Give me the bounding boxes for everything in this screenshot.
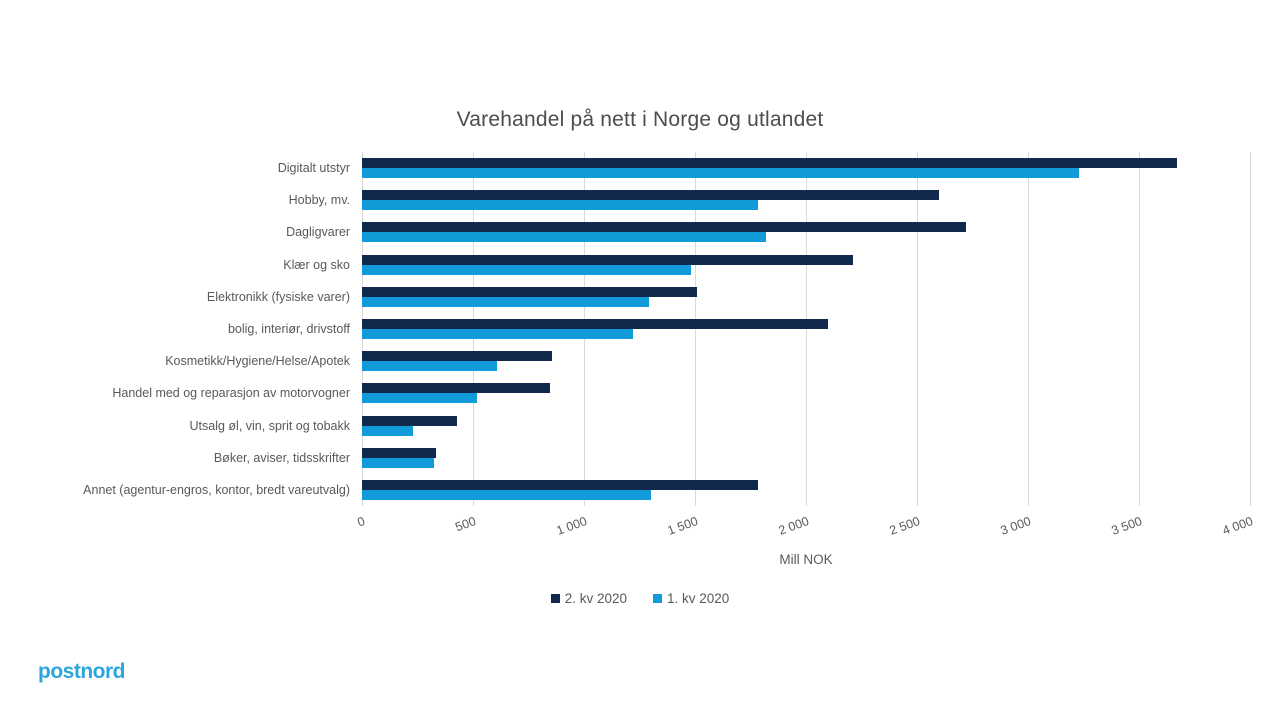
bar-row — [362, 377, 1250, 409]
bar-1-kv-2020 — [362, 232, 767, 243]
bar-1-kv-2020 — [362, 489, 651, 500]
bar-1-kv-2020 — [362, 329, 633, 340]
legend-marker-q2-2020 — [550, 594, 560, 603]
category-label: Klær og sko — [283, 257, 350, 272]
category-label: Dagligvarer — [286, 225, 350, 240]
bar-row — [362, 249, 1250, 281]
gridline-2500 — [917, 152, 918, 506]
bar-rows — [362, 152, 1250, 506]
bar-1-kv-2020 — [362, 425, 414, 436]
category-label: Digitalt utstyr — [277, 161, 350, 176]
bar-2-kv-2020 — [362, 383, 550, 394]
category-label: Hobby, mv. — [288, 193, 350, 208]
bar-row — [362, 184, 1250, 216]
category-label: Bøker, aviser, tidsskrifter — [213, 450, 350, 465]
category-label: bolig, interiør, drivstoff — [227, 322, 350, 337]
category-label: Elektronikk (fysiske varer) — [206, 289, 350, 304]
bar-1-kv-2020 — [362, 264, 691, 275]
gridline-4000 — [1250, 152, 1251, 506]
legend: 2. kv 2020 1. kv 2020 — [0, 591, 1280, 606]
bar-2-kv-2020 — [362, 286, 698, 297]
bar-1-kv-2020 — [362, 361, 498, 372]
bar-2-kv-2020 — [362, 158, 1177, 169]
x-tick-label-2000: 2 000 — [776, 514, 811, 538]
legend-label-q1-2020: 1. kv 2020 — [667, 591, 730, 606]
bar-row — [362, 281, 1250, 313]
plot-area — [362, 152, 1251, 506]
bar-2-kv-2020 — [362, 254, 853, 265]
category-label: Handel med og reparasjon av motorvogner — [112, 386, 350, 401]
bar-1-kv-2020 — [362, 393, 478, 404]
bar-2-kv-2020 — [362, 222, 966, 233]
x-tick-label-500: 500 — [453, 514, 478, 535]
bar-2-kv-2020 — [362, 479, 759, 490]
category-label: Kosmetikk/Hygiene/Helse/Apotek — [165, 354, 350, 369]
legend-item-q1-2020: 1. kv 2020 — [653, 591, 729, 606]
bar-2-kv-2020 — [362, 351, 552, 362]
bar-1-kv-2020 — [362, 168, 1080, 179]
x-axis-ticks: 0 500 1 000 1 500 2 000 2 500 3 000 3 500 4 000 — [355, 506, 1254, 550]
bar-2-kv-2020 — [362, 415, 458, 426]
bar-row — [362, 216, 1250, 248]
category-label: Utsalg øl, vin, sprit og tobakk — [189, 418, 350, 433]
bar-row — [362, 345, 1250, 377]
bar-row — [362, 152, 1250, 184]
bar-row — [362, 410, 1250, 442]
chart-title: Varehandel på nett i Norge og utlandet — [456, 108, 824, 131]
postnord-logo: postnord — [38, 660, 125, 683]
category-label: Annet (agentur-engros, kontor, bredt var… — [83, 482, 350, 497]
gridline-3000 — [1028, 152, 1029, 506]
legend-label-q2-2020: 2. kv 2020 — [564, 591, 627, 606]
bar-row — [362, 313, 1250, 345]
bar-row — [362, 474, 1250, 506]
gridline-3500 — [1139, 152, 1140, 506]
x-tick-label-4000: 4 000 — [1220, 514, 1255, 538]
bar-2-kv-2020 — [362, 190, 940, 201]
category-axis: Digitalt utstyr Hobby, mv. Dagligvarer Klær… — [0, 152, 350, 506]
x-tick-label-3500: 3 500 — [1109, 514, 1144, 538]
bar-2-kv-2020 — [362, 319, 829, 330]
x-axis-title: Mill NOK — [779, 552, 833, 567]
bar-1-kv-2020 — [362, 457, 435, 468]
legend-marker-q1-2020 — [653, 594, 662, 603]
x-tick-label-3000: 3 000 — [998, 514, 1033, 538]
bar-1-kv-2020 — [362, 200, 759, 211]
x-tick-label-2500: 2 500 — [887, 514, 922, 538]
x-tick-label-1000: 1 000 — [554, 514, 589, 538]
bar-row — [362, 442, 1250, 474]
x-tick-label-1500: 1 500 — [665, 514, 700, 538]
legend-item-q2-2020: 2. kv 2020 — [550, 591, 627, 606]
bar-2-kv-2020 — [362, 447, 437, 458]
x-tick-label-0: 0 — [355, 514, 367, 530]
bar-1-kv-2020 — [362, 296, 650, 307]
